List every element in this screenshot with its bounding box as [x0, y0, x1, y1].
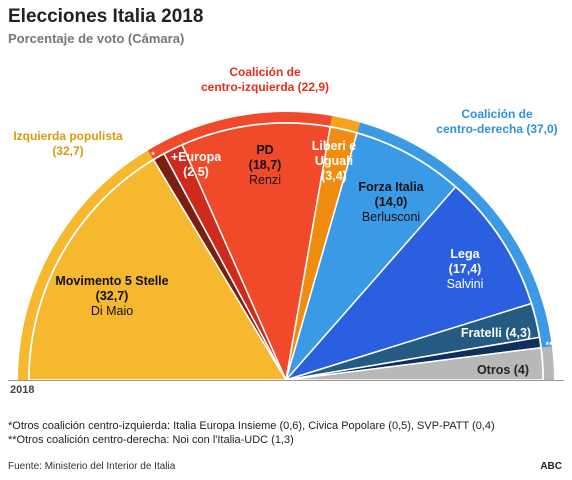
coalition-label-coalicion-de-centro-derecha: Coalición de centro-derecha (37,0)	[436, 107, 557, 136]
label-movimento-5-stelle: Movimento 5 Stelle (32,7) Di Maio	[55, 274, 168, 318]
ring-fratelli	[532, 300, 551, 338]
label-pd: PD (18,7) Renzi	[249, 143, 282, 187]
source-text: Fuente: Ministerio del Interior de Itali…	[8, 461, 176, 472]
coalition-ring	[18, 111, 554, 380]
ring-otros	[541, 346, 554, 380]
label-other-left: *	[151, 150, 155, 160]
baseline	[8, 380, 564, 381]
ring-movimento-5-stelle	[18, 150, 154, 380]
brand-logo: ABC	[540, 461, 562, 472]
wedge-movimento-5-stelle	[28, 158, 288, 381]
year-label: 2018	[10, 384, 35, 396]
label-liberi-e-uguali: Liberi e Uguali (3,4)	[312, 139, 357, 183]
wedge-forza-italia	[285, 132, 457, 381]
chart-subtitle: Porcentaje de voto (Cámara)	[8, 31, 185, 46]
chart-title: Elecciones Italia 2018	[8, 6, 204, 27]
ring-liberi-e-uguali	[330, 116, 361, 133]
party-wedges	[28, 122, 544, 383]
label-lega: Lega (17,4) Salvini	[447, 247, 484, 291]
party-labels: Movimento 5 Stelle (32,7) Di Maio * +Europa(…	[55, 139, 553, 377]
footnote-centro-derecha: **Otros coalición centro-derecha: Noi co…	[8, 434, 294, 446]
label-otros: Otros (4)	[477, 363, 529, 377]
ring-other-left	[147, 144, 164, 159]
hemicycle-chart: Movimento 5 Stelle (32,7) Di Maio * +Europa(…	[13, 65, 558, 383]
label-forza-italia: Forza Italia (14,0) Berlusconi	[358, 180, 424, 224]
wedge-lega	[283, 185, 533, 382]
label-plus-europa: +Europa (2,5)	[171, 150, 222, 179]
label-fratelli: Fratelli (4,3)	[461, 326, 531, 340]
ring-forza-italia	[357, 122, 463, 187]
coalition-labels: Izquierda populista (32,7) Coalición de cen…	[13, 65, 557, 158]
ring-pd	[177, 111, 333, 144]
label-other-right: **	[545, 340, 553, 350]
wedge-otros	[285, 346, 544, 381]
ring-plus-europa	[158, 134, 182, 153]
coalition-label-coalicion-de-centro-izquierda: Coalición de centro-izquierda (22,9)	[201, 65, 329, 94]
ring-lega	[456, 178, 542, 304]
ring-other-right	[540, 335, 552, 348]
coalition-label-izquierda-populista: Izquierda populista (32,7)	[13, 129, 123, 158]
footnote-centro-izquierda: *Otros coalición centro-izquierda: Itali…	[8, 420, 495, 432]
wedge-pd	[181, 122, 332, 383]
